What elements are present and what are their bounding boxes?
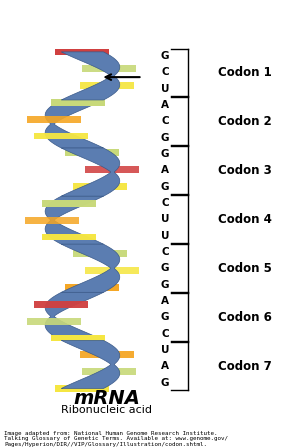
Text: G: G [161, 181, 169, 192]
Polygon shape [45, 100, 103, 148]
Text: U: U [161, 345, 169, 355]
Polygon shape [51, 99, 105, 106]
Text: Codon 5: Codon 5 [218, 262, 271, 275]
Text: Image adapted from: National Human Genome Research Institute.
Talking Glossary o: Image adapted from: National Human Genom… [4, 430, 228, 447]
Text: G: G [161, 149, 169, 159]
Polygon shape [27, 116, 81, 122]
Text: Codon 2: Codon 2 [218, 115, 271, 128]
Polygon shape [82, 65, 136, 72]
Text: G: G [161, 378, 169, 388]
Text: Codon 1: Codon 1 [218, 66, 271, 79]
Polygon shape [51, 335, 105, 342]
Polygon shape [62, 244, 120, 292]
Polygon shape [62, 148, 120, 196]
Polygon shape [65, 149, 119, 156]
Text: C: C [161, 247, 169, 257]
Text: Codon 6: Codon 6 [218, 311, 271, 324]
Polygon shape [34, 301, 88, 308]
Polygon shape [25, 217, 79, 224]
Polygon shape [45, 196, 103, 244]
Text: G: G [161, 280, 169, 290]
Polygon shape [55, 49, 109, 55]
Text: G: G [161, 263, 169, 273]
Text: mRNA: mRNA [73, 389, 140, 409]
Polygon shape [45, 292, 103, 340]
Text: G: G [161, 312, 169, 322]
Polygon shape [80, 82, 134, 89]
Text: C: C [161, 116, 169, 127]
Text: Codon 7: Codon 7 [218, 360, 271, 373]
Text: Codon 4: Codon 4 [218, 213, 271, 226]
Polygon shape [82, 368, 136, 375]
Text: A: A [161, 100, 169, 110]
Text: A: A [161, 296, 169, 306]
Text: U: U [161, 214, 169, 224]
Polygon shape [42, 234, 96, 240]
Polygon shape [85, 166, 139, 173]
Polygon shape [62, 340, 120, 388]
Polygon shape [73, 250, 127, 257]
Text: U: U [161, 231, 169, 240]
Polygon shape [85, 267, 139, 274]
Polygon shape [55, 385, 109, 392]
Polygon shape [80, 351, 134, 358]
Text: C: C [161, 67, 169, 77]
Text: C: C [161, 198, 169, 208]
Text: Ribonucleic acid: Ribonucleic acid [61, 405, 152, 415]
Text: C: C [161, 329, 169, 339]
Polygon shape [42, 200, 96, 207]
Text: U: U [161, 84, 169, 94]
Polygon shape [27, 318, 81, 325]
Text: A: A [161, 165, 169, 175]
Text: A: A [161, 361, 169, 371]
Text: Codon 3: Codon 3 [218, 164, 271, 177]
Polygon shape [62, 52, 120, 100]
Polygon shape [73, 183, 127, 190]
Polygon shape [34, 133, 88, 139]
Polygon shape [65, 284, 119, 291]
Text: G: G [161, 51, 169, 61]
Text: G: G [161, 133, 169, 143]
